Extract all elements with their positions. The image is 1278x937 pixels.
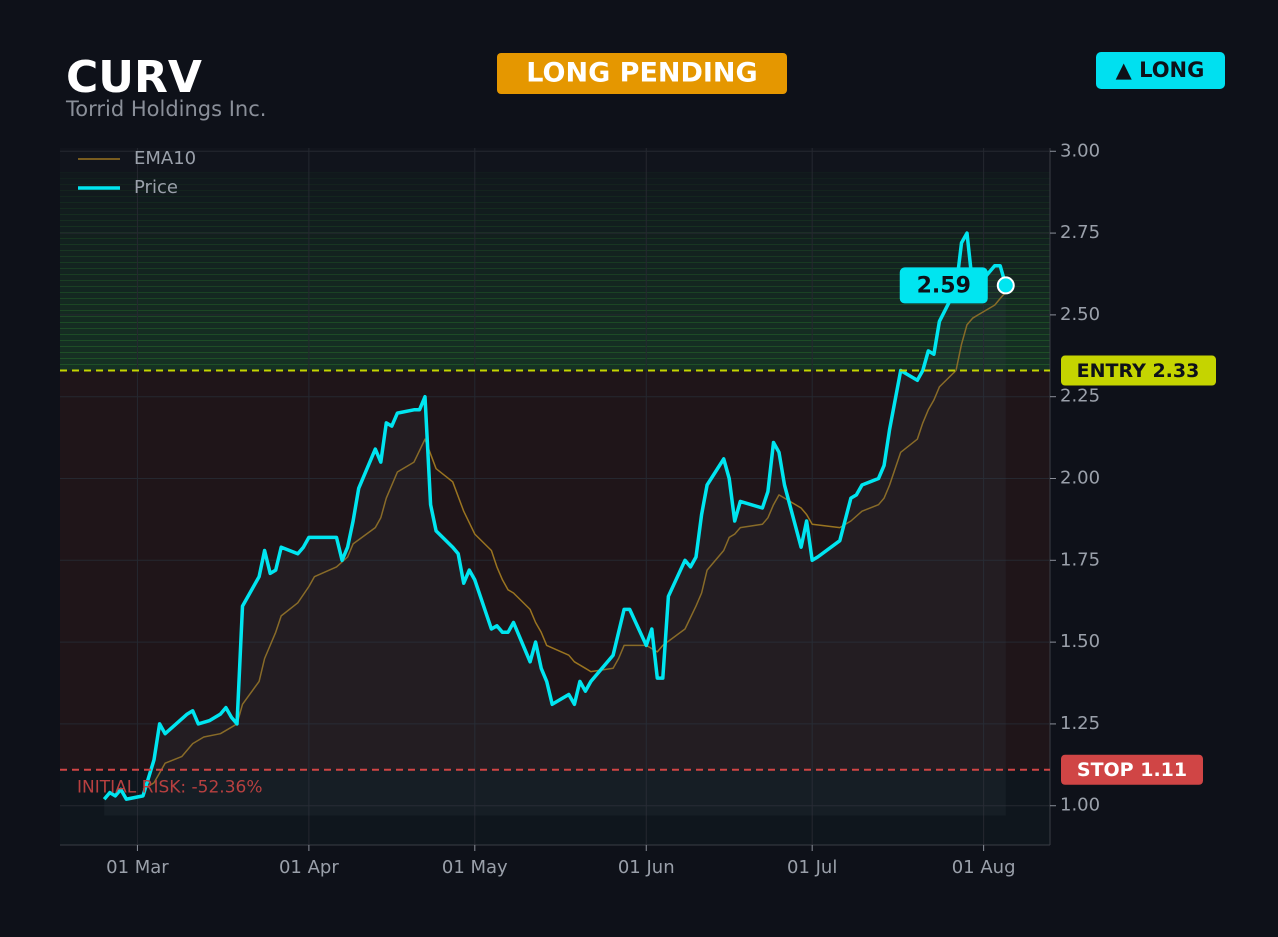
- ticker: CURV: [66, 52, 202, 103]
- target-zone-band: [60, 346, 1050, 353]
- y-tick-label: 1.25: [1060, 713, 1100, 734]
- x-tick-label: 01 Apr: [279, 857, 339, 878]
- stop-zone: [60, 769, 1050, 845]
- status-badge: [497, 53, 787, 94]
- target-zone-band: [60, 256, 1050, 263]
- target-zone-band: [60, 208, 1050, 215]
- target-zone-band: [60, 250, 1050, 257]
- target-zone-band: [60, 304, 1050, 311]
- target-zone-band: [60, 316, 1050, 323]
- target-zone-band: [60, 232, 1050, 239]
- target-zone-band: [60, 328, 1050, 335]
- last-price-badge: [899, 267, 988, 304]
- target-zone-band: [60, 196, 1050, 203]
- target-zone-band: [60, 214, 1050, 221]
- y-tick-label: 2.00: [1060, 468, 1100, 489]
- target-zone-band: [60, 178, 1050, 185]
- stop-badge: [1061, 754, 1203, 785]
- last-price-label: 2.59: [917, 273, 971, 298]
- target-zone-band: [60, 280, 1050, 287]
- target-zone-band: [60, 310, 1050, 317]
- stop-label: STOP 1.11: [1077, 759, 1187, 781]
- target-zone-band: [60, 226, 1050, 233]
- target-zone-band: [60, 202, 1050, 209]
- status: LONG PENDING: [526, 58, 757, 89]
- direction: ▲ LONG: [1116, 58, 1205, 82]
- target-zone-band: [60, 364, 1050, 371]
- target-zone-band: [60, 358, 1050, 365]
- target-zone-band: [60, 322, 1050, 329]
- y-tick-label: 1.00: [1060, 795, 1100, 816]
- risk-annotation: INITIAL RISK: -52.36%: [77, 778, 263, 798]
- plot: 1.00 1.25 1.50 1.75 2.00 2.25 2.50 2.75 3.00 01 M…: [60, 140, 1100, 878]
- legend-label: Price: [134, 177, 178, 198]
- y-tick-label: 2.50: [1060, 304, 1100, 325]
- legend-label: EMA10: [134, 148, 196, 169]
- target-zone-band: [60, 262, 1050, 269]
- last-price-dot: [996, 276, 1015, 295]
- target-zone-band: [60, 286, 1050, 293]
- target-zone-band: [60, 334, 1050, 341]
- entry-label: ENTRY 2.33: [1077, 360, 1200, 382]
- target-zone-band: [60, 238, 1050, 245]
- direction-badge: [1096, 52, 1225, 89]
- target-zone-band: [60, 190, 1050, 197]
- target-zone-band: [60, 172, 1050, 179]
- target-zone-band: [60, 274, 1050, 281]
- target-zone-band: [60, 298, 1050, 305]
- price-area: [104, 233, 1006, 816]
- y-tick-label: 2.25: [1060, 386, 1100, 407]
- x-tick-label: 01 Jun: [618, 857, 675, 878]
- target-zone-band: [60, 292, 1050, 299]
- x-tick-label: 01 Jul: [787, 857, 837, 878]
- x-tick-label: 01 Aug: [952, 857, 1016, 878]
- target-zone-band: [60, 268, 1050, 275]
- company: Torrid Holdings Inc.: [65, 97, 266, 121]
- series-line: [102, 231, 1008, 801]
- y-tick-label: 1.50: [1060, 631, 1100, 652]
- y-tick-label: 1.75: [1060, 549, 1100, 570]
- target-zone-band: [60, 340, 1050, 347]
- target-zone-band: [60, 184, 1050, 191]
- entry-badge: [1061, 355, 1216, 386]
- target-zone-band: [60, 244, 1050, 251]
- target-zone-band: [60, 352, 1050, 359]
- y-tick-label: 3.00: [1060, 140, 1100, 161]
- x-tick-label: 01 Mar: [106, 857, 169, 878]
- target-zone-band: [60, 220, 1050, 227]
- x-tick-label: 01 May: [442, 857, 508, 878]
- y-tick-label: 2.75: [1060, 222, 1100, 243]
